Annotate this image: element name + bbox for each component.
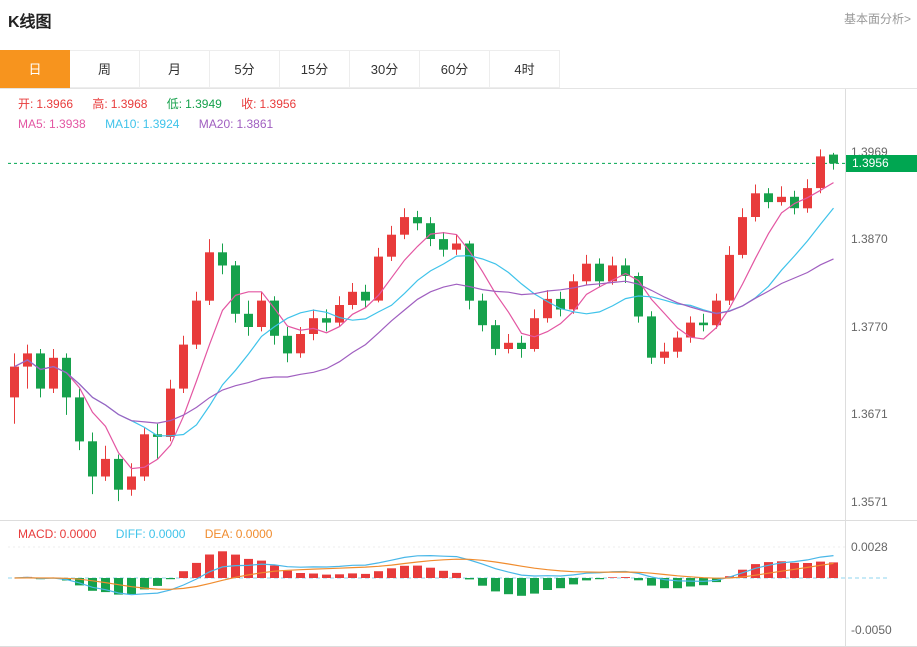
macd-info: MACD: 0.0000 DIFF: 0.0000 DEA: 0.0000 [18, 527, 288, 541]
price-axis-label: 1.3571 [851, 495, 888, 509]
candles [10, 149, 838, 502]
fundamental-analysis-link[interactable]: 基本面分析> [843, 12, 911, 26]
chart-area: 开: 1.3966 高: 1.3968 低: 1.3949 收: 1.3956 MA5:… [0, 89, 917, 647]
tab-week[interactable]: 周 [70, 50, 140, 88]
ohlc-info: 开: 1.3966 高: 1.3968 低: 1.3949 收: 1.3956 [18, 95, 312, 112]
macd-value: MACD: 0.0000 [18, 527, 97, 541]
current-price-badge: 1.3956 [846, 155, 917, 172]
macd-histogram [23, 551, 838, 596]
ma20-line [14, 258, 834, 424]
tab-month[interactable]: 月 [140, 50, 210, 88]
close-value: 收: 1.3956 [241, 97, 297, 111]
ma-info: MA5: 1.3938 MA10: 1.3924 MA20: 1.3861 [18, 117, 289, 131]
tab-15min[interactable]: 15分 [280, 50, 350, 88]
ma10-value: MA10: 1.3924 [105, 117, 180, 131]
panel-divider [0, 520, 917, 521]
high-value: 高: 1.3968 [92, 97, 148, 111]
dea-value: DEA: 0.0000 [204, 527, 273, 541]
tab-60min[interactable]: 60分 [420, 50, 490, 88]
page-title: K线图 [8, 14, 52, 31]
diff-line [14, 554, 834, 596]
price-axis-label: 1.3870 [851, 232, 888, 246]
tab-5min[interactable]: 5分 [210, 50, 280, 88]
low-value: 低: 1.3949 [166, 97, 222, 111]
dea-line [14, 558, 834, 590]
tab-4hour[interactable]: 4时 [490, 50, 560, 88]
ma20-value: MA20: 1.3861 [198, 117, 274, 131]
macd-axis-label-upper: 0.0028 [851, 540, 888, 554]
open-value: 开: 1.3966 [18, 97, 74, 111]
ma5-value: MA5: 1.3938 [18, 117, 86, 131]
ma5-line [14, 182, 834, 470]
axis-divider [845, 89, 846, 647]
macd-axis-label-lower: -0.0050 [851, 623, 892, 637]
tab-day[interactable]: 日 [0, 50, 70, 88]
tab-30min[interactable]: 30分 [350, 50, 420, 88]
price-axis-label: 1.3671 [851, 407, 888, 421]
diff-value: DIFF: 0.0000 [115, 527, 186, 541]
ma10-line [14, 207, 834, 437]
price-axis-label: 1.3770 [851, 320, 888, 334]
candlestick-chart[interactable] [0, 89, 917, 647]
period-tabs: 日 周 月 5分 15分 30分 60分 4时 [0, 50, 917, 89]
